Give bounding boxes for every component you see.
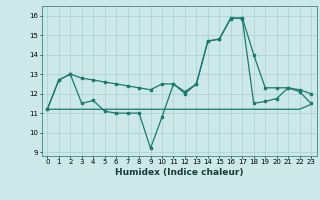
- X-axis label: Humidex (Indice chaleur): Humidex (Indice chaleur): [115, 168, 244, 177]
